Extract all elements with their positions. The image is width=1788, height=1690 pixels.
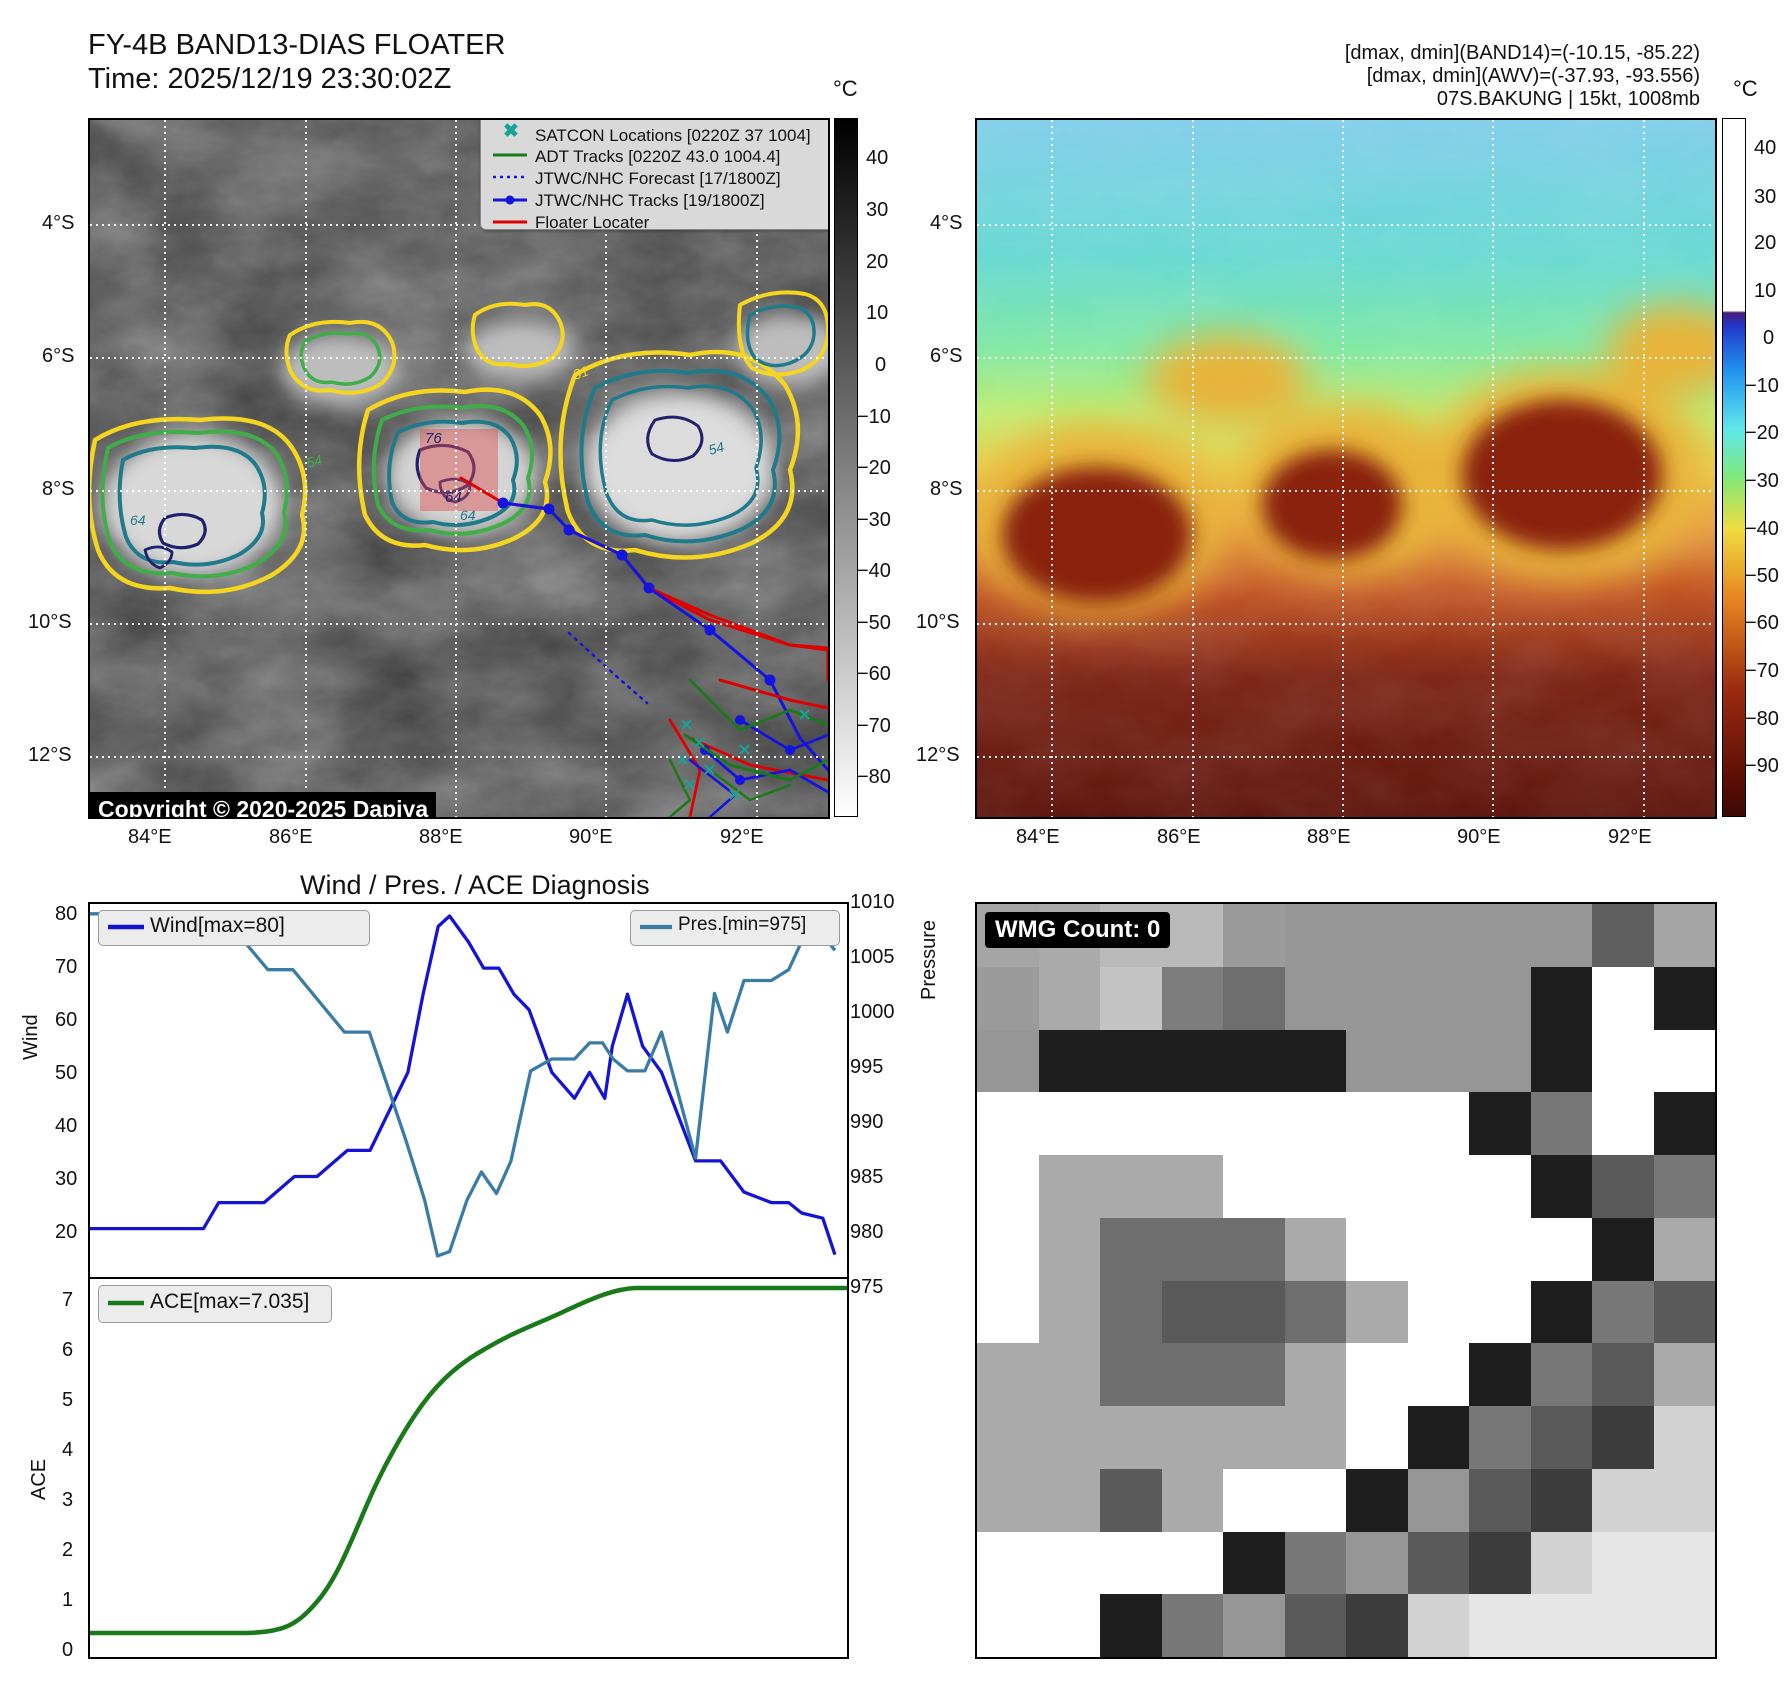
svg-text:✖: ✖ (503, 121, 519, 142)
svg-text:64: 64 (130, 512, 146, 528)
svg-text:76: 76 (425, 430, 442, 447)
svg-text:64: 64 (445, 489, 462, 506)
